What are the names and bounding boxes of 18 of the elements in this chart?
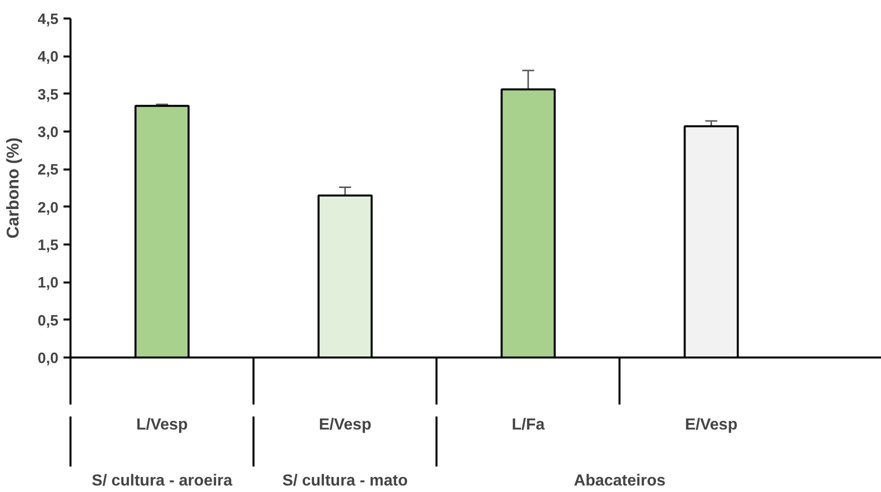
y-tick-label: 3,5 — [38, 86, 59, 104]
x-tick-label: E/Vesp — [685, 416, 738, 434]
text: S/ cultura - mato — [282, 472, 408, 490]
y-tick-label: 1,5 — [38, 237, 59, 254]
y-tick-label: 4,0 — [38, 48, 59, 66]
x-tick-label: L/Fa — [512, 416, 545, 434]
y-tick-label: 3,0 — [38, 124, 59, 141]
x-tick-label: L/Vesp — [136, 416, 188, 434]
y-tick-label: 0,0 — [38, 350, 59, 367]
y-tick-label: 1,0 — [38, 274, 59, 292]
y-tick-label: 2,5 — [38, 162, 59, 179]
y-tick-label: 2,0 — [38, 199, 59, 216]
y-tick-label: 4,5 — [38, 11, 59, 28]
x-tick-label: E/Vesp — [318, 416, 372, 434]
text: Abacateiros — [574, 472, 666, 490]
text: S/ cultura - aroeira — [92, 472, 232, 490]
y-tick-label: 0,5 — [38, 312, 59, 330]
y-axis-title: Carbono (%) — [4, 137, 23, 239]
